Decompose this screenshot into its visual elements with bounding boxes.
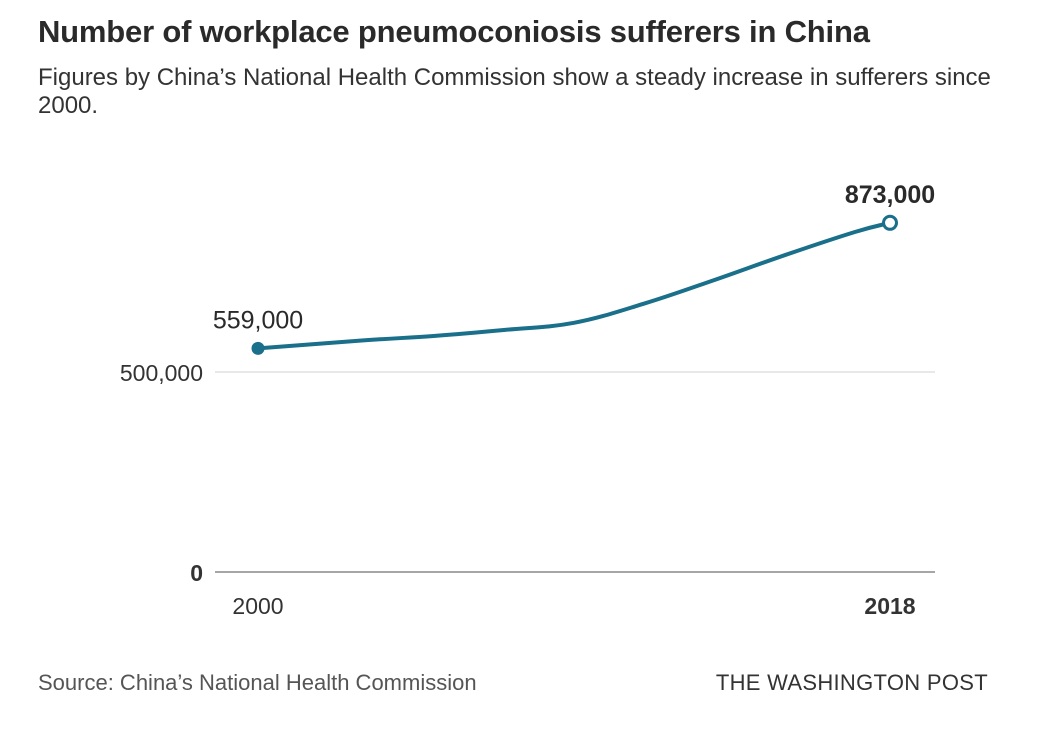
x-tick-label: 2000	[232, 593, 283, 619]
series-line	[256, 220, 892, 351]
y-tick-label: 500,000	[120, 360, 203, 386]
chart-subtitle: Figures by China’s National Health Commi…	[38, 64, 991, 119]
y-tick-label: 0	[190, 560, 203, 586]
start-point-marker	[251, 341, 265, 355]
data-label: 559,000	[213, 306, 303, 334]
publisher-credit: THE WASHINGTON POST	[715, 670, 988, 695]
x-tick-label: 2018	[864, 593, 915, 619]
source-note: Source: China’s National Health Commissi…	[38, 670, 477, 695]
chart-title: Number of workplace pneumoconiosis suffe…	[38, 14, 870, 49]
end-point-marker	[882, 214, 898, 231]
data-label: 873,000	[845, 181, 935, 209]
